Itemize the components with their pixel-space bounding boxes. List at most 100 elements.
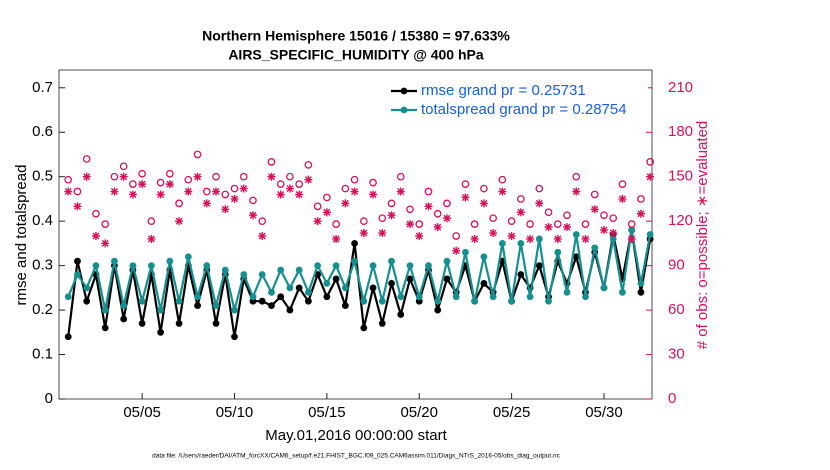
possible-marker — [147, 217, 156, 226]
possible-marker — [553, 220, 562, 228]
marker — [101, 324, 109, 332]
evaluated-marker — [184, 187, 193, 196]
possible-marker — [470, 220, 479, 228]
possible-marker — [637, 195, 645, 203]
y-tick-label: 0.5 — [32, 168, 53, 185]
marker — [323, 293, 331, 301]
series-line — [67, 229, 652, 311]
possible-marker — [498, 175, 507, 184]
evaluated-marker — [239, 184, 248, 193]
evaluated-marker — [221, 205, 230, 214]
marker — [434, 297, 442, 305]
marker — [249, 293, 257, 301]
marker — [351, 239, 358, 247]
evaluated-marker — [248, 211, 257, 220]
marker — [231, 306, 238, 314]
evaluated-marker — [415, 231, 424, 240]
marker — [74, 271, 81, 278]
marker — [462, 248, 469, 256]
marker — [471, 297, 479, 305]
possible-marker — [239, 172, 248, 181]
possible-marker — [544, 208, 553, 217]
marker — [286, 306, 294, 314]
x-tick-label: 05/05 — [123, 404, 161, 421]
y2-tick-label: 60 — [668, 301, 685, 318]
evaluated-marker — [332, 234, 341, 243]
evaluated-marker — [313, 217, 322, 226]
evaluated-marker — [73, 202, 82, 211]
possible-marker — [461, 180, 470, 188]
marker — [286, 284, 294, 292]
evaluated-marker — [128, 190, 137, 199]
marker — [388, 280, 395, 287]
marker — [304, 288, 312, 296]
possible-marker — [452, 232, 461, 240]
marker — [415, 293, 423, 301]
evaluated-marker — [516, 208, 525, 217]
y2-tick-label: 0 — [668, 390, 676, 407]
possible-marker — [415, 220, 424, 228]
marker — [619, 288, 626, 296]
y-tick-label: 0.2 — [32, 301, 53, 318]
possible-marker — [193, 150, 202, 159]
marker — [498, 239, 506, 247]
evaluated-marker — [276, 190, 285, 199]
evaluated-marker — [91, 231, 100, 240]
marker — [452, 293, 460, 301]
evaluated-marker — [212, 187, 221, 196]
evaluated-marker — [322, 208, 331, 217]
possible-marker — [138, 169, 146, 178]
marker — [194, 302, 201, 310]
possible-marker — [590, 190, 599, 199]
marker — [101, 306, 109, 314]
possible-marker — [378, 214, 387, 223]
y2-tick-label: 210 — [668, 79, 693, 96]
marker — [258, 271, 266, 278]
marker — [563, 288, 571, 296]
marker — [83, 297, 91, 305]
possible-marker — [433, 209, 442, 218]
possible-marker — [489, 214, 497, 223]
footer: data file: /Users/raeder/DAI/ATM_forcXX/… — [152, 453, 561, 460]
possible-marker — [516, 195, 525, 203]
marker — [277, 293, 285, 301]
marker — [535, 262, 543, 270]
marker — [572, 231, 580, 238]
possible-marker — [646, 158, 655, 166]
evaluated-marker — [535, 199, 544, 208]
evaluated-marker — [646, 172, 655, 181]
marker — [166, 257, 174, 265]
evaluated-marker — [590, 205, 599, 214]
evaluated-marker — [452, 246, 461, 255]
legend-label: rmse grand pr = 0.25731 — [421, 82, 586, 99]
possible-marker — [406, 205, 414, 214]
marker — [591, 244, 599, 252]
possible-marker — [359, 217, 368, 226]
marker — [388, 257, 395, 265]
marker — [646, 231, 654, 238]
marker — [120, 315, 128, 323]
marker — [194, 293, 201, 301]
possible-marker — [609, 214, 618, 223]
marker — [268, 288, 275, 296]
marker — [138, 297, 146, 305]
possible-marker — [212, 172, 220, 181]
evaluated-marker — [230, 194, 239, 203]
evaluated-marker — [304, 175, 313, 184]
marker — [397, 293, 405, 301]
marker — [582, 293, 589, 301]
evaluated-marker — [396, 187, 405, 196]
possible-marker — [304, 160, 313, 169]
evaluated-marker — [563, 223, 572, 232]
marker — [535, 235, 543, 243]
marker — [138, 320, 146, 327]
marker — [64, 333, 72, 341]
evaluated-marker — [442, 214, 451, 223]
legend-box — [387, 78, 648, 128]
marker — [443, 257, 451, 265]
marker — [129, 262, 137, 270]
evaluated-marker — [636, 209, 645, 218]
y2-tick-label: 30 — [668, 346, 685, 363]
marker — [111, 257, 118, 265]
